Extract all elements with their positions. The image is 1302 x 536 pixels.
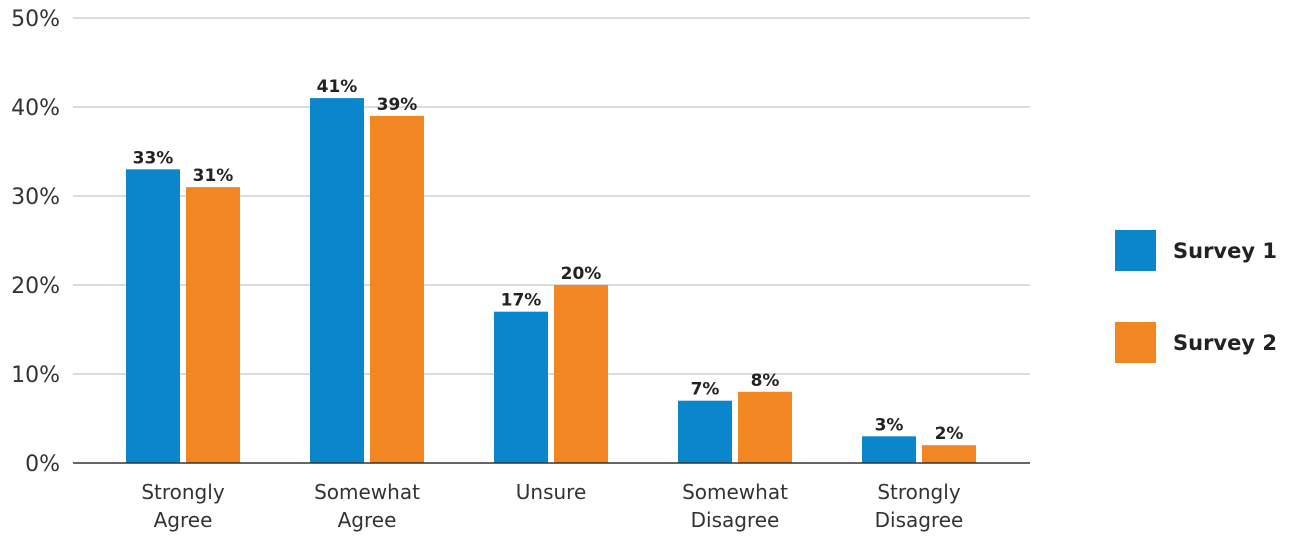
data-label: 7%: [691, 380, 720, 400]
data-label: 33%: [133, 148, 174, 168]
bar-survey-2: [922, 445, 976, 463]
y-tick-label: 30%: [11, 185, 60, 210]
legend-swatch-survey-1: [1115, 230, 1156, 271]
data-label: 8%: [751, 371, 780, 391]
category-label-line: Disagree: [875, 508, 964, 532]
bars: [126, 98, 976, 464]
bar-survey-2: [370, 115, 424, 464]
data-label: 39%: [377, 95, 418, 115]
y-tick-label: 10%: [11, 363, 60, 388]
category-label-line: Strongly: [877, 480, 960, 504]
bar-survey-1: [862, 436, 916, 463]
category-label-line: Somewhat: [682, 480, 788, 504]
data-label: 17%: [501, 291, 542, 311]
category-label-line: Agree: [338, 508, 397, 532]
category-label-line: Strongly: [141, 480, 224, 504]
category-label: Somewhat Disagree: [682, 480, 788, 532]
data-label: 41%: [317, 77, 358, 97]
y-axis-tick-labels: 0% 10% 20% 30% 40% 50%: [11, 7, 60, 477]
bar-survey-2: [738, 391, 792, 463]
category-label: Somewhat Agree: [314, 480, 420, 532]
data-label: 20%: [561, 264, 602, 284]
y-tick-label: 50%: [11, 7, 60, 32]
category-label: Strongly Disagree: [875, 480, 964, 532]
legend-swatch-survey-2: [1115, 322, 1156, 363]
category-labels: Strongly Agree Somewhat Agree Unsure Somewhat…: [141, 480, 963, 532]
category-label-line: Unsure: [516, 480, 587, 504]
data-labels: 33% 31% 41% 39% 17% 20% 7% 8% 3% 2%: [133, 77, 964, 444]
bar-survey-2: [186, 187, 240, 463]
category-label-line: Agree: [154, 508, 213, 532]
bar-survey-1: [678, 400, 732, 463]
data-label: 3%: [875, 415, 904, 435]
y-tick-label: 20%: [11, 274, 60, 299]
legend: Survey 1 Survey 2: [1115, 230, 1277, 363]
bar-survey-2: [554, 285, 608, 463]
category-label-line: Somewhat: [314, 480, 420, 504]
category-label: Strongly Agree: [141, 480, 224, 532]
y-tick-label: 40%: [11, 96, 60, 121]
bar-survey-1: [126, 169, 180, 464]
legend-label-survey-1: Survey 1: [1173, 239, 1277, 263]
category-label-line: Disagree: [691, 508, 780, 532]
data-label: 2%: [935, 424, 964, 444]
data-label: 31%: [193, 166, 234, 186]
bar-survey-1: [310, 98, 364, 463]
category-label: Unsure: [516, 480, 587, 504]
bar-survey-1: [494, 311, 548, 463]
legend-label-survey-2: Survey 2: [1173, 331, 1277, 355]
y-tick-label: 0%: [25, 452, 60, 477]
